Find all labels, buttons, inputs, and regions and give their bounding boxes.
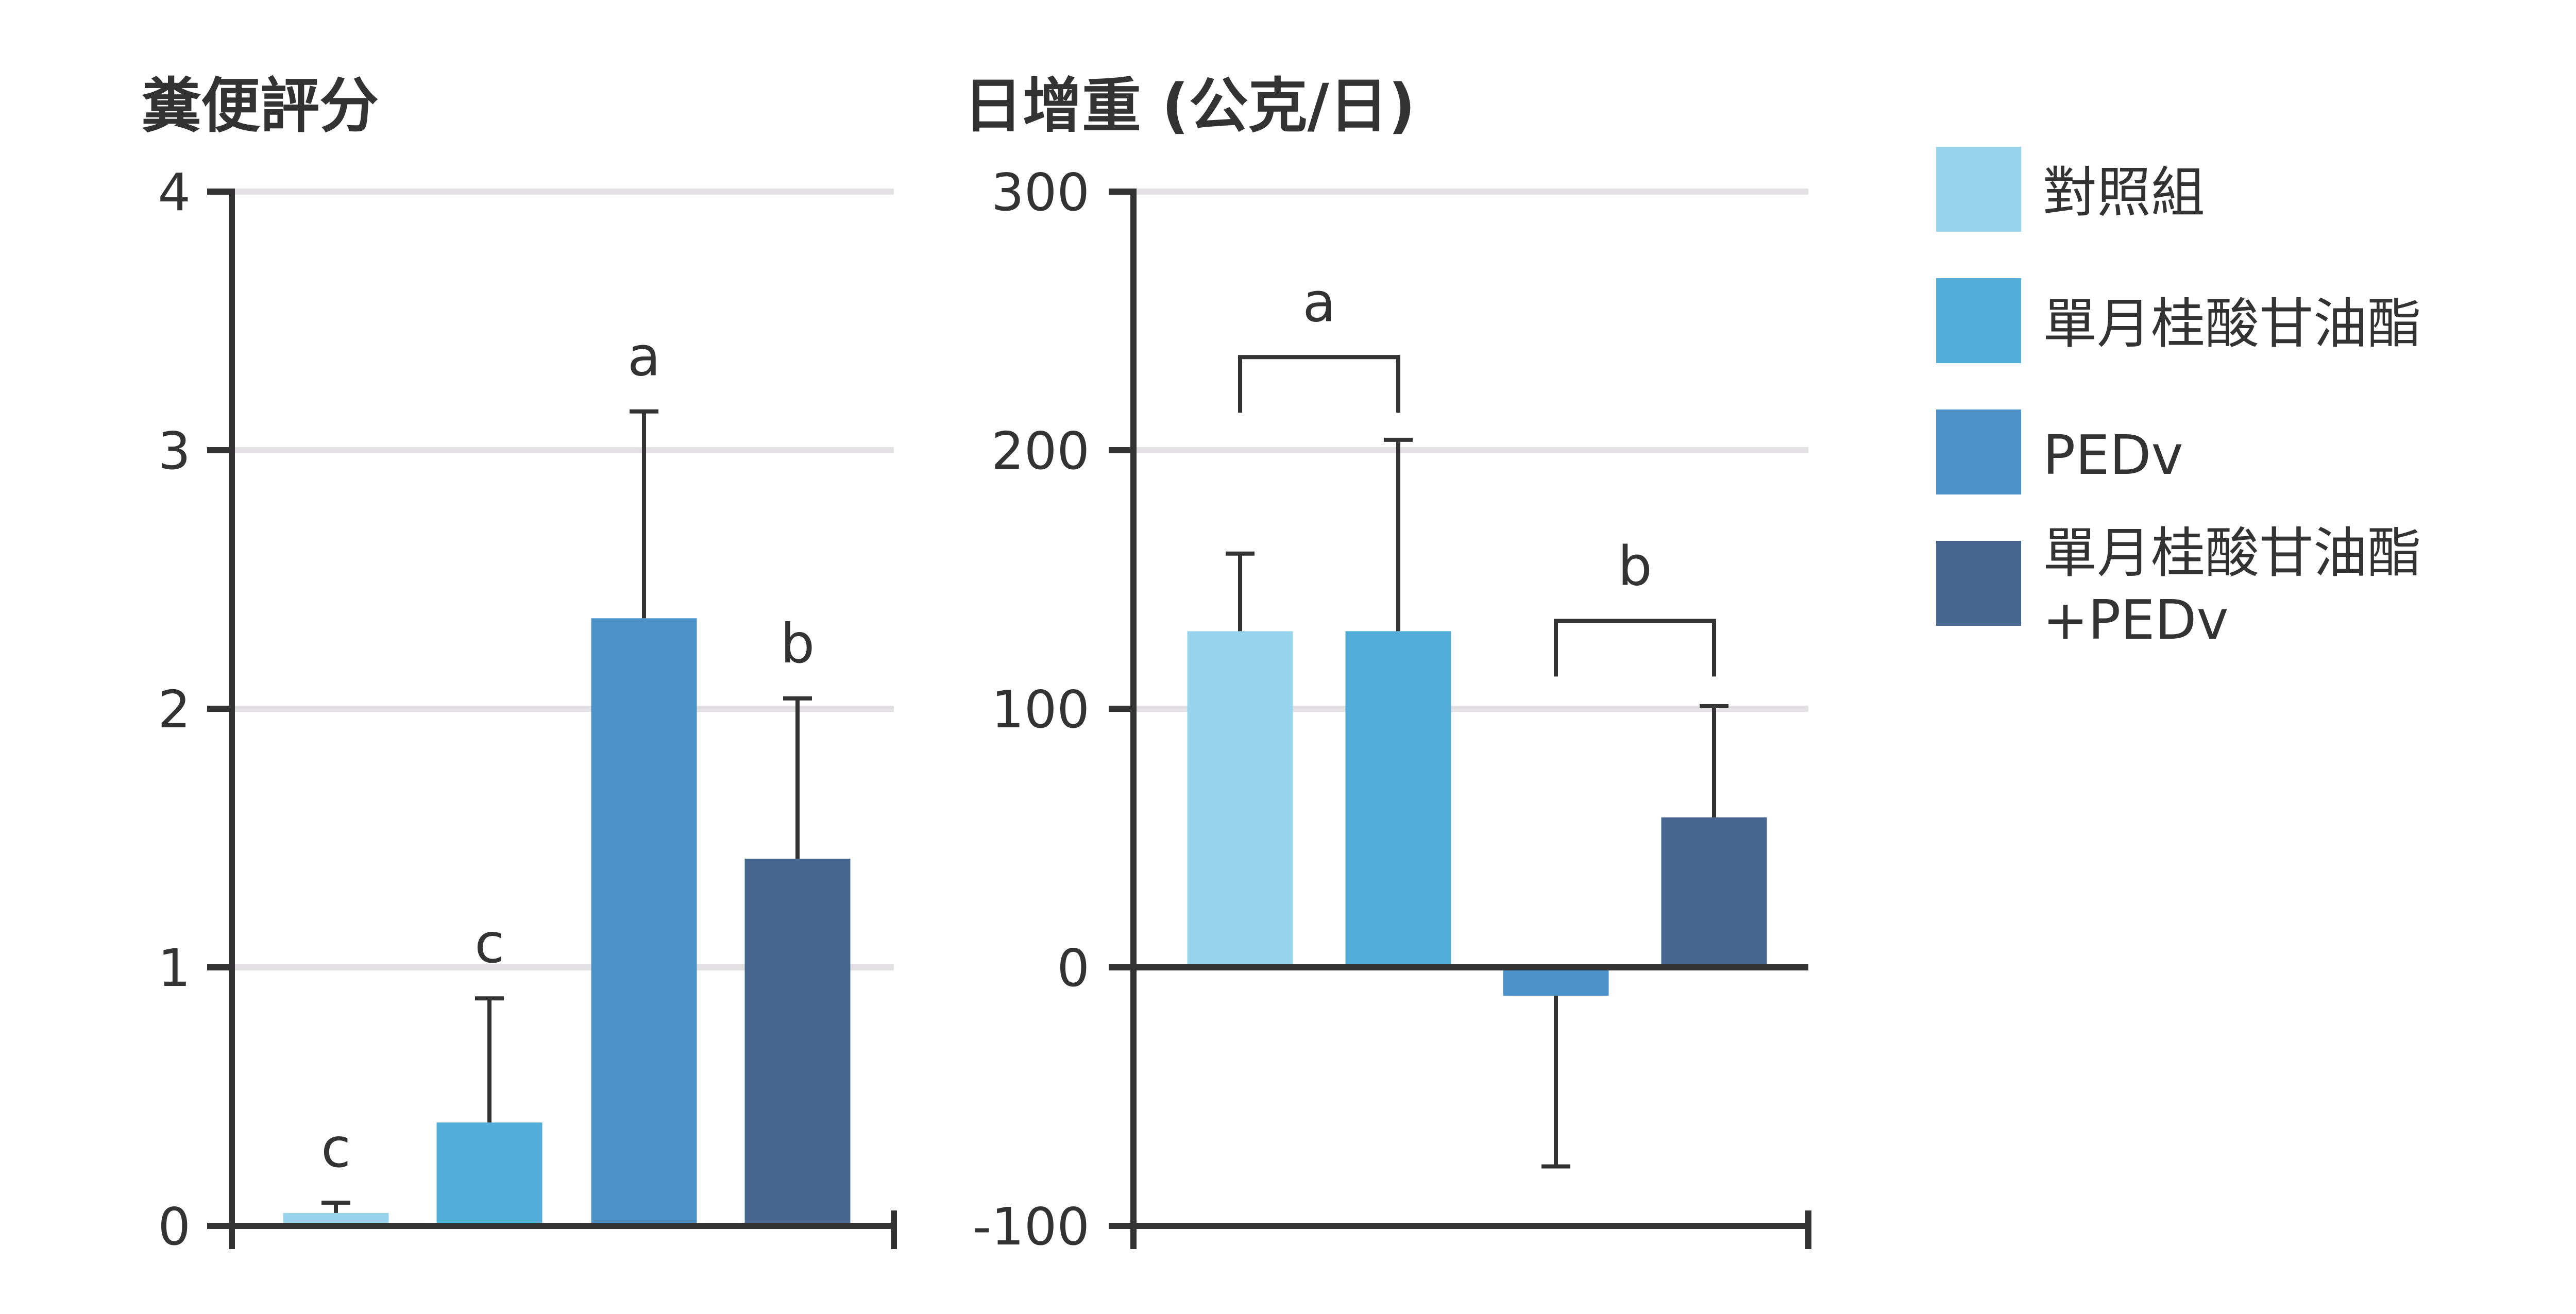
y-tick-label: 0	[1057, 938, 1090, 998]
y-tick-label: 1	[158, 938, 191, 998]
y-tick-label: 100	[991, 679, 1090, 740]
y-tick-label: 0	[158, 1197, 191, 1257]
y-tick-label: 300	[991, 162, 1090, 223]
chart-daily-gain: 日增重 (公克/日) -100 0 100 200 300 a b	[963, 72, 1811, 1257]
legend-swatch-control	[1936, 147, 2021, 232]
legend-swatch-pedv	[1936, 409, 2021, 494]
significance-letter-monolaurin: c	[474, 912, 504, 975]
legend: 對照組 單月桂酸甘油酯 PEDv 單月桂酸甘油酯 +PEDv	[1936, 147, 2421, 652]
legend-label-control: 對照組	[2043, 161, 2205, 224]
y-tick-label: 3	[158, 421, 191, 481]
legend-label-pedv: PEDv	[2043, 424, 2183, 487]
y-tick-label: -100	[973, 1197, 1090, 1257]
y-tick-label: 2	[158, 679, 191, 740]
chart-title-daily-gain: 日增重 (公克/日)	[963, 72, 1415, 141]
bar-monolaurin-pedv	[744, 859, 851, 1226]
significance-letter-b: b	[1618, 535, 1652, 598]
bar-pedv	[591, 618, 697, 1226]
significance-letter-monolaurin-pedv: b	[781, 612, 815, 675]
legend-swatch-monolaurin-pedv	[1936, 541, 2021, 626]
significance-letter-control: c	[321, 1117, 351, 1180]
bar-control	[1187, 631, 1293, 967]
bar-monolaurin-pedv	[1661, 817, 1767, 967]
significance-bracket-b	[1554, 619, 1716, 677]
y-tick-label: 4	[158, 162, 191, 223]
legend-label-monolaurin-pedv-line2: +PEDv	[2043, 589, 2229, 652]
bar-pedv	[1503, 967, 1609, 996]
legend-label-monolaurin: 單月桂酸甘油酯	[2043, 293, 2421, 355]
legend-swatch-monolaurin	[1936, 278, 2021, 363]
significance-letter-pedv: a	[628, 326, 660, 388]
y-tick-label: 200	[991, 421, 1090, 481]
significance-letter-a: a	[1302, 271, 1335, 334]
bar-monolaurin	[436, 1122, 543, 1226]
chart-fecal-score: 糞便評分 0 1 2 3 4 c c a b	[142, 72, 897, 1257]
chart-title-fecal-score: 糞便評分	[142, 72, 379, 141]
legend-label-monolaurin-pedv-line1: 單月桂酸甘油酯	[2043, 522, 2421, 585]
bar-monolaurin	[1345, 631, 1451, 967]
significance-bracket-a	[1238, 355, 1400, 413]
